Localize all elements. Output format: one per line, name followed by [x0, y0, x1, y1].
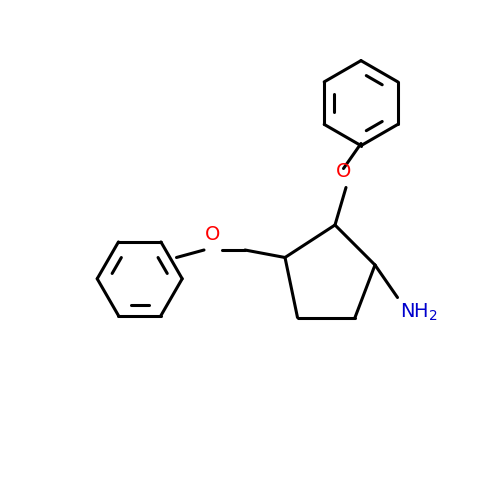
Text: NH$_2$: NH$_2$	[400, 302, 438, 323]
Text: O: O	[205, 225, 220, 244]
Text: O: O	[336, 162, 351, 181]
